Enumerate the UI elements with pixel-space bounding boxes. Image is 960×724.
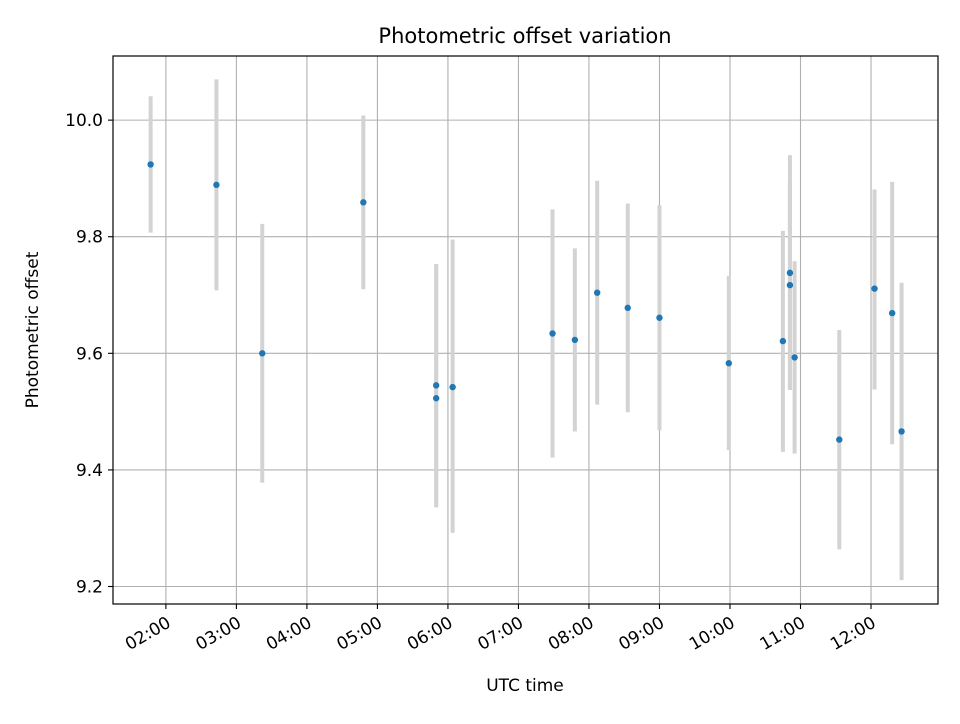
- x-axis-label: UTC time: [486, 676, 564, 696]
- data-point: [549, 330, 556, 337]
- grid: [113, 56, 938, 604]
- data-point: [593, 289, 601, 296]
- data-point: [432, 382, 440, 389]
- y-axis-ticks: 9.2 9.4 9.6 9.8 10.0: [65, 111, 113, 598]
- data-point: [786, 269, 794, 277]
- data-point: [624, 304, 631, 312]
- data-point: [360, 199, 367, 206]
- data-point: [571, 336, 579, 344]
- y-tick-label: 10.0: [65, 111, 103, 131]
- data-point: [871, 285, 878, 292]
- y-tick-label: 9.4: [76, 461, 103, 481]
- data-points: [147, 161, 905, 443]
- data-point: [725, 360, 733, 367]
- data-point: [888, 309, 896, 317]
- data-point: [213, 181, 220, 189]
- y-tick-label: 9.8: [76, 228, 103, 248]
- data-point: [898, 428, 905, 435]
- data-point: [656, 314, 663, 321]
- y-tick-label: 9.6: [76, 344, 103, 364]
- y-tick-label: 9.2: [76, 578, 103, 598]
- data-point: [786, 281, 794, 289]
- data-point: [432, 395, 440, 402]
- data-point: [147, 161, 154, 168]
- y-axis-label: Photometric offset: [23, 251, 43, 408]
- data-point: [836, 436, 843, 443]
- data-point: [259, 350, 266, 357]
- data-point: [779, 337, 787, 345]
- data-point: [449, 383, 456, 391]
- plot-frame: [112, 55, 939, 605]
- chart-title: Photometric offset variation: [378, 24, 671, 48]
- data-point: [791, 354, 798, 361]
